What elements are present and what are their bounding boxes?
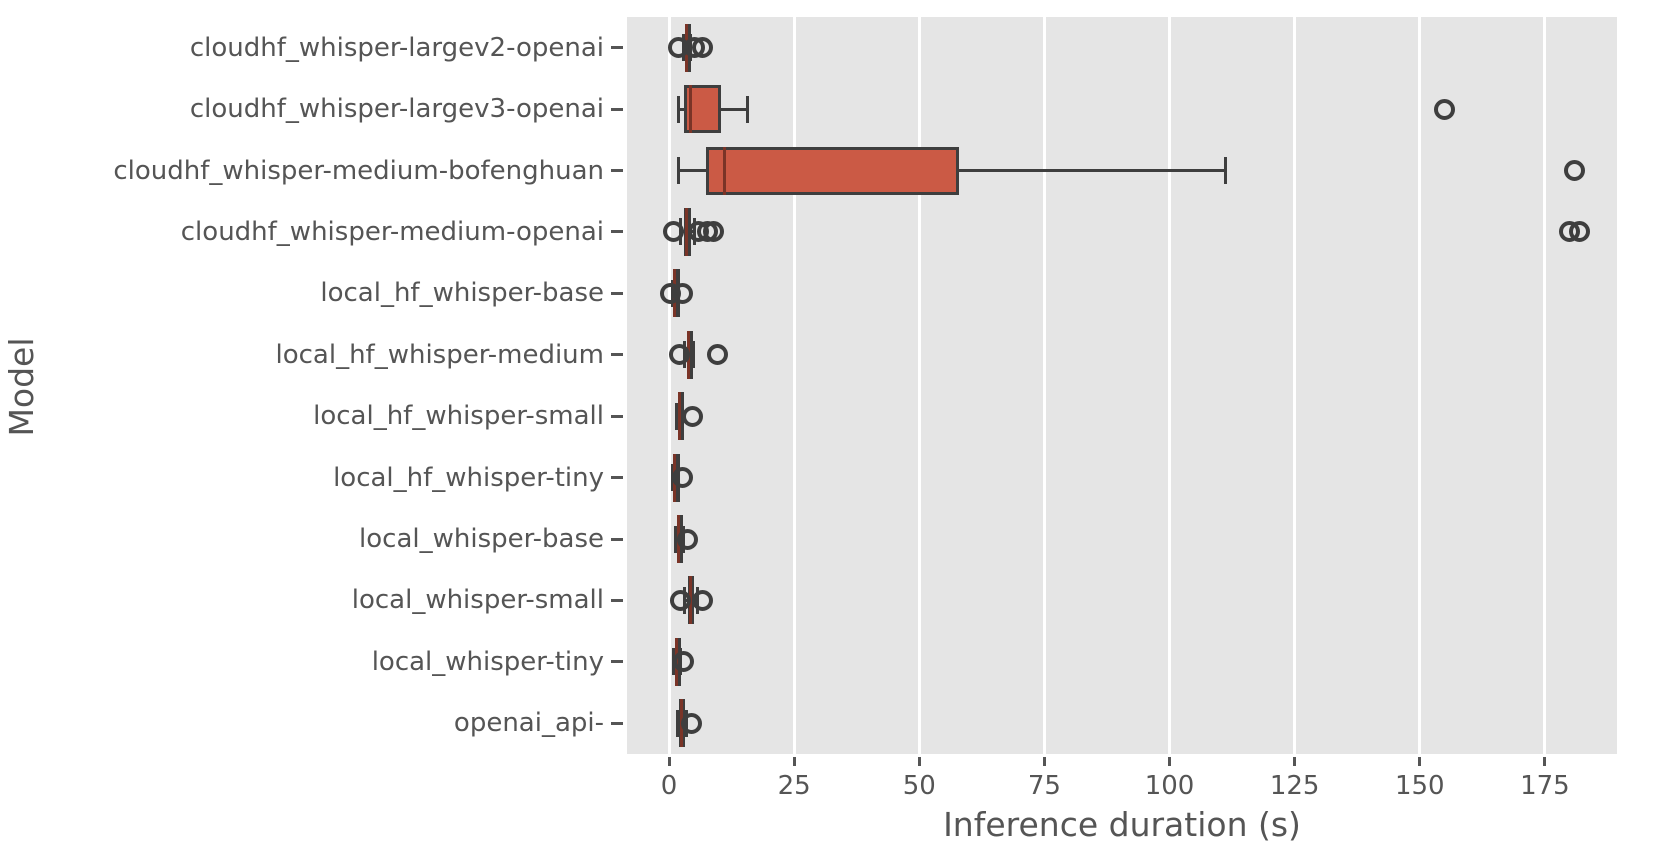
- x-tick-label: 175: [1520, 771, 1570, 801]
- y-tick-label: openai_api-: [453, 708, 604, 739]
- gridline: [1418, 17, 1422, 754]
- outlier-point: [706, 344, 728, 366]
- y-tick-label: local_whisper-base: [359, 524, 604, 555]
- whisker-line: [959, 169, 1226, 173]
- x-axis-label: Inference duration (s): [943, 805, 1301, 844]
- x-tick-label: 75: [1027, 771, 1061, 801]
- median-line: [685, 207, 689, 256]
- whisker-cap: [745, 95, 749, 123]
- y-tick-label: local_hf_whisper-small: [313, 401, 604, 432]
- outlier-point: [670, 589, 692, 611]
- outlier-point: [671, 282, 693, 304]
- gridline: [1543, 17, 1547, 754]
- median-line: [723, 146, 727, 195]
- outlier-point: [1434, 98, 1456, 120]
- whisker-cap: [675, 709, 679, 737]
- outlier-point: [702, 221, 724, 243]
- outlier-point: [681, 405, 703, 427]
- outlier-point: [662, 221, 684, 243]
- x-tick-mark: [1042, 757, 1046, 766]
- y-tick-label: cloudhf_whisper-medium-bofenghuan: [113, 155, 604, 186]
- y-tick-mark: [611, 291, 623, 295]
- outlier-point: [691, 37, 713, 59]
- y-tick-label: local_hf_whisper-medium: [275, 339, 605, 370]
- whisker-cap: [673, 525, 677, 553]
- y-tick-label: local_whisper-small: [351, 585, 604, 616]
- gridline: [1168, 17, 1172, 754]
- outlier-point: [680, 712, 702, 734]
- x-tick-label: 125: [1269, 771, 1320, 801]
- x-tick-mark: [667, 757, 671, 766]
- y-tick-label: cloudhf_whisper-medium-openai: [180, 216, 604, 247]
- gridline: [917, 17, 921, 754]
- outlier-point: [1564, 160, 1586, 182]
- y-tick-mark: [611, 353, 623, 357]
- median-line: [688, 85, 692, 134]
- y-tick-mark: [611, 598, 623, 602]
- whisker-line: [720, 107, 748, 111]
- whisker-cap: [675, 402, 679, 430]
- outlier-point: [676, 528, 698, 550]
- x-tick-label: 150: [1394, 771, 1445, 801]
- x-tick-mark: [1418, 757, 1422, 766]
- x-tick-mark: [1168, 757, 1172, 766]
- y-tick-label: cloudhf_whisper-largev2-openai: [189, 32, 604, 63]
- median-line: [677, 392, 681, 441]
- y-tick-label: local_whisper-tiny: [371, 646, 604, 677]
- gridline: [1042, 17, 1046, 754]
- x-tick-mark: [917, 757, 921, 766]
- x-tick-label: 0: [660, 771, 678, 801]
- gridline: [667, 17, 671, 754]
- gridline: [1293, 17, 1297, 754]
- outlier-point: [1569, 221, 1591, 243]
- y-tick-mark: [611, 46, 623, 50]
- y-tick-mark: [611, 414, 623, 418]
- y-tick-mark: [611, 230, 623, 234]
- y-tick-mark: [611, 169, 623, 173]
- x-tick-mark: [792, 757, 796, 766]
- y-axis-label: Model: [2, 337, 41, 437]
- x-tick-label: 25: [777, 771, 811, 801]
- whisker-cap: [677, 157, 681, 185]
- whisker-cap: [1224, 157, 1228, 185]
- y-tick-mark: [611, 537, 623, 541]
- x-tick-label: 100: [1144, 771, 1195, 801]
- outlier-point: [672, 651, 694, 673]
- y-tick-mark: [611, 476, 623, 480]
- outlier-point: [692, 589, 714, 611]
- y-tick-mark: [611, 660, 623, 664]
- y-tick-label: cloudhf_whisper-largev3-openai: [189, 94, 604, 125]
- y-tick-label: local_hf_whisper-tiny: [333, 462, 604, 493]
- x-tick-label: 50: [902, 771, 936, 801]
- whisker-line: [678, 169, 706, 173]
- whisker-cap: [676, 95, 680, 123]
- x-tick-mark: [1543, 757, 1547, 766]
- y-tick-label: local_hf_whisper-base: [320, 278, 604, 309]
- x-tick-mark: [1293, 757, 1297, 766]
- whisker-line: [678, 107, 685, 111]
- outlier-point: [668, 344, 690, 366]
- box: [705, 146, 960, 195]
- gridline: [792, 17, 796, 754]
- y-tick-mark: [611, 721, 623, 725]
- outlier-point: [671, 467, 693, 489]
- plot-area: [627, 17, 1617, 754]
- whisker-cap: [691, 341, 695, 369]
- y-tick-mark: [611, 107, 623, 111]
